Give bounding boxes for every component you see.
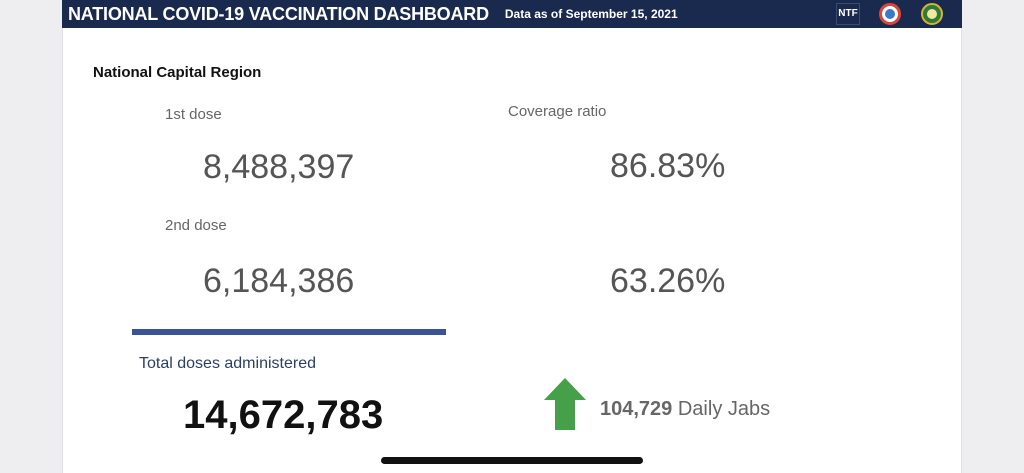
total-doses-value: 14,672,783 — [183, 393, 384, 437]
second-dose-label: 2nd dose — [165, 217, 227, 234]
header-logos: NTF — [836, 2, 944, 26]
second-dose-coverage-value: 63.26% — [610, 262, 726, 300]
ntf-logo-icon: NTF — [836, 3, 860, 25]
total-doses-label: Total doses administered — [139, 355, 316, 372]
section-divider — [132, 329, 446, 335]
dashboard-title: NATIONAL COVID-19 VACCINATION DASHBOARD — [68, 3, 489, 24]
government-seal-icon — [921, 3, 943, 25]
daily-jabs-label: Daily Jabs — [677, 398, 771, 420]
region-title: National Capital Region — [93, 64, 262, 81]
coverage-ratio-label: Coverage ratio — [508, 103, 607, 120]
first-dose-label: 1st dose — [165, 106, 222, 123]
first-dose-coverage-value: 86.83% — [610, 147, 726, 185]
daily-jabs: 104,729 Daily Jabs — [600, 398, 770, 421]
dashboard-card — [62, 0, 962, 473]
dashboard-header: NATIONAL COVID-19 VACCINATION DASHBOARD … — [62, 0, 962, 28]
trend-up-arrow-icon — [544, 378, 586, 430]
doh-logo-icon — [879, 3, 901, 25]
home-indicator-bar[interactable] — [381, 457, 643, 464]
data-as-of-date: Data as of September 15, 2021 — [504, 7, 678, 21]
second-dose-value: 6,184,386 — [203, 262, 355, 300]
first-dose-value: 8,488,397 — [203, 148, 355, 186]
daily-jabs-value: 104,729 — [600, 398, 673, 420]
